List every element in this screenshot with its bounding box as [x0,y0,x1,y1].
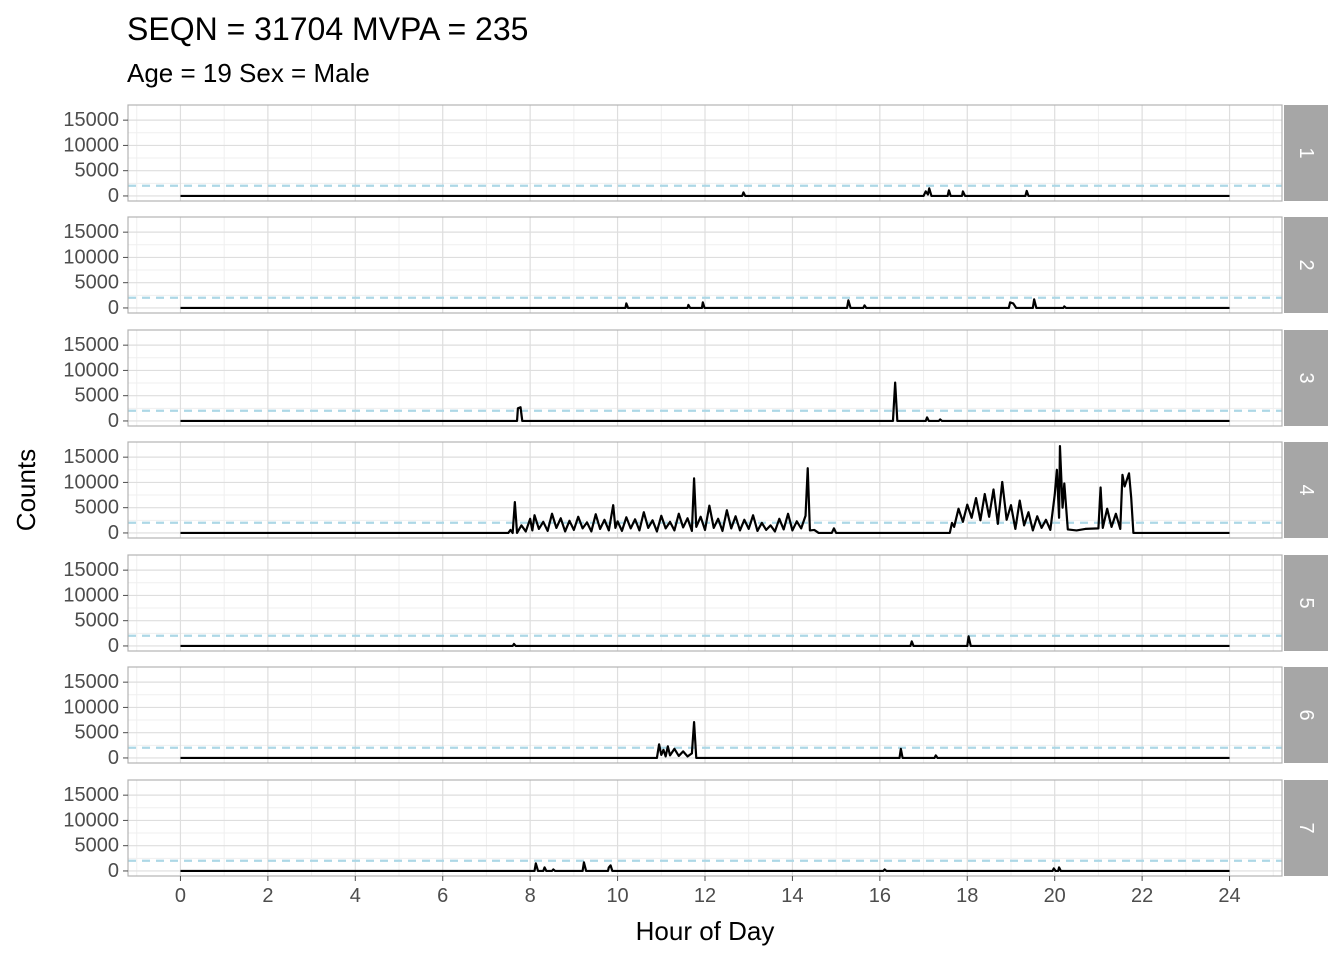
facet-strip [1284,330,1328,426]
series-line-day-7 [180,861,1230,873]
panel-border [127,104,1283,202]
y-tick-label: 5000 [75,160,120,182]
facet-strip-label: 2 [1295,259,1317,270]
y-tick-label: 15000 [63,334,119,356]
x-axis-title: Hour of Day [636,916,775,946]
x-tick-label: 2 [262,885,273,907]
facet-panel: 2 0 5000 10000 15000 [63,216,1328,319]
panel-border [127,666,1283,764]
y-tick-label: 10000 [63,134,119,156]
y-tick-label: 10000 [63,359,119,381]
facet-strip [1284,667,1328,763]
y-tick-label: 5000 [75,497,120,519]
y-tick-label: 5000 [75,272,120,294]
series-line-day-1 [180,187,1230,198]
x-tick-label: 8 [525,885,536,907]
facet-panel: 6 0 5000 10000 15000 [63,666,1328,769]
facet-panel: 3 0 5000 10000 15000 [63,329,1328,432]
chart-subtitle: Age = 19 Sex = Male [127,58,370,88]
facet-strip [1284,442,1328,538]
y-tick-label: 5000 [75,835,120,857]
facet-panel: 5 0 5000 10000 15000 [63,554,1328,657]
series-line-day-4 [180,444,1230,535]
panel-border [127,554,1283,652]
y-tick-label: 15000 [63,109,119,131]
series-line-day-6 [180,720,1230,760]
y-tick-label: 15000 [63,446,119,468]
facet-strip-label: 6 [1295,709,1317,720]
y-tick-label: 10000 [63,471,119,493]
y-tick-label: 10000 [63,584,119,606]
series-line-day-2 [180,298,1230,310]
facet-strip-label: 7 [1295,822,1317,833]
facet-panels: 1050001000015000205000100001500030500010… [63,104,1328,882]
y-tick-label: 5000 [75,610,120,632]
y-tick-label: 0 [108,635,119,657]
x-tick-label: 16 [869,885,891,907]
chart-title: SEQN = 31704 MVPA = 235 [127,11,528,47]
y-tick-label: 10000 [63,809,119,831]
x-tick-label: 20 [1044,885,1066,907]
panel-border [127,441,1283,539]
x-tick-label: 12 [694,885,716,907]
y-tick-label: 0 [108,297,119,319]
x-tick-label: 6 [437,885,448,907]
facet-strip [1284,780,1328,876]
facet-strip-label: 1 [1295,147,1317,158]
x-tick-label: 4 [350,885,361,907]
x-tick-label: 14 [781,885,803,907]
y-tick-label: 5000 [75,722,120,744]
y-tick-label: 15000 [63,221,119,243]
y-tick-label: 0 [108,747,119,769]
facet-strip [1284,105,1328,201]
facet-panel: 7 0 5000 10000 15000 [63,779,1328,882]
y-tick-label: 10000 [63,696,119,718]
facet-panel: 1 0 5000 10000 15000 [63,104,1328,207]
y-axis-title: Counts [11,449,41,531]
x-tick-label: 0 [175,885,186,907]
facet-strip [1284,217,1328,313]
y-tick-label: 0 [108,522,119,544]
y-tick-label: 15000 [63,559,119,581]
facet-strip-label: 3 [1295,372,1317,383]
facet-strip-label: 5 [1295,597,1317,608]
x-tick-label: 10 [606,885,628,907]
x-tick-label: 24 [1218,885,1240,907]
y-tick-label: 0 [108,185,119,207]
x-tick-label: 18 [956,885,978,907]
series-line-day-5 [180,635,1230,648]
facet-panel: 4 0 5000 10000 15000 [63,441,1328,544]
facet-strip [1284,555,1328,651]
panel-border [127,216,1283,314]
y-tick-label: 0 [108,860,119,882]
y-tick-label: 0 [108,410,119,432]
series-line-day-3 [180,381,1230,423]
y-tick-label: 5000 [75,385,120,407]
facet-strip-label: 4 [1295,484,1317,495]
y-tick-label: 15000 [63,784,119,806]
y-tick-label: 10000 [63,246,119,268]
y-tick-label: 15000 [63,671,119,693]
x-axis: 0 2 4 6 8 10 12 14 16 18 20 22 24 [175,876,1241,907]
x-tick-label: 22 [1131,885,1153,907]
panel-border [127,329,1283,427]
